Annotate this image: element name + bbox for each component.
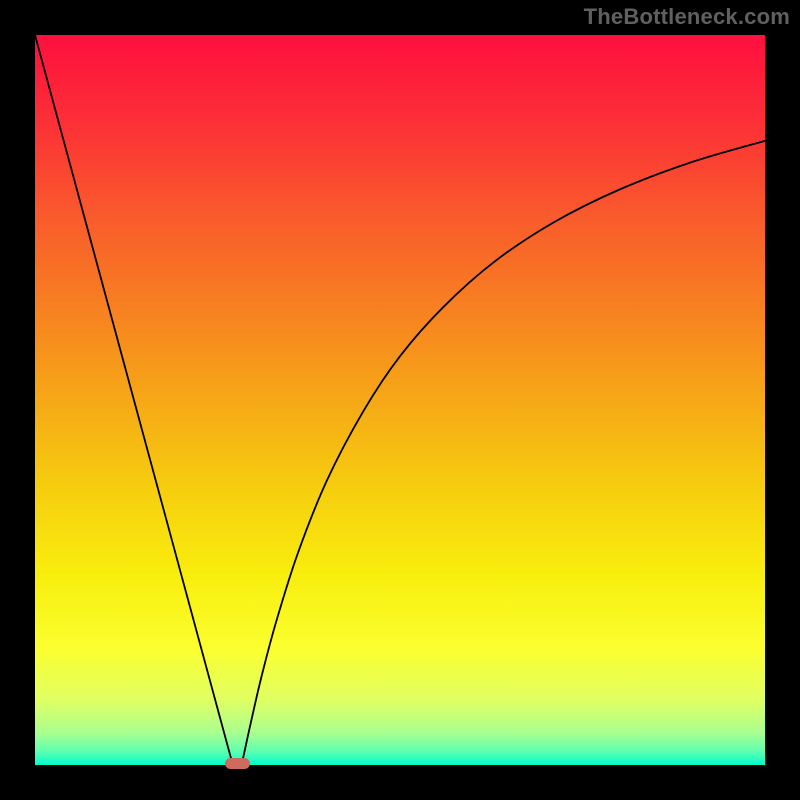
chart-container: TheBottleneck.com [0, 0, 800, 800]
watermark-text: TheBottleneck.com [584, 4, 790, 30]
curve-overlay [35, 35, 765, 765]
minimum-marker [225, 758, 250, 770]
plot-area [35, 35, 765, 765]
